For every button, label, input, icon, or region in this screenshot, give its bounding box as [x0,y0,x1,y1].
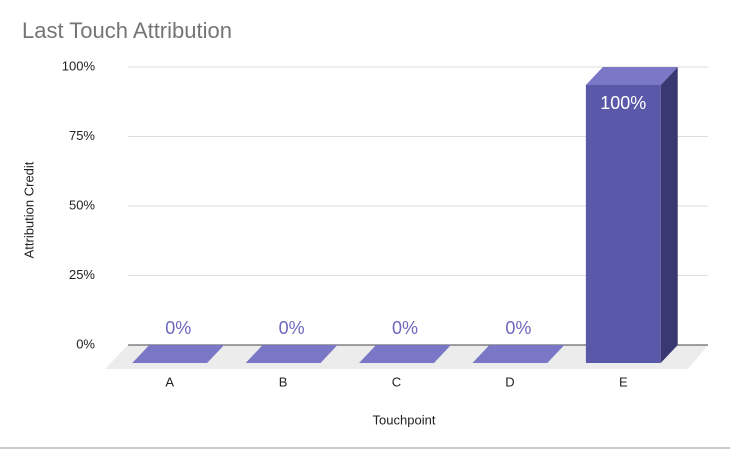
bar-top [585,67,678,85]
y-tick-label: 100% [62,58,96,73]
bar-top [472,345,565,363]
x-tick-label: B [279,374,288,389]
value-label: 0% [279,318,305,338]
y-axis-label: Attribution Credit [21,161,36,258]
y-tick-label: 75% [69,128,95,143]
bar-top [132,345,225,363]
x-tick-label: A [165,374,174,389]
x-tick-label: C [392,374,401,389]
y-tick-label: 0% [76,336,95,351]
x-tick-label: D [505,374,514,389]
chart-title: Last Touch Attribution [22,18,232,43]
value-label: 100% [600,93,646,113]
value-label: 0% [505,318,531,338]
value-label: 0% [165,318,191,338]
value-label: 0% [392,318,418,338]
bar-top [359,345,451,363]
y-tick-label: 25% [69,267,95,282]
x-axis-label: Touchpoint [373,412,436,427]
bar-top [245,345,338,363]
x-tick-label: E [619,374,628,389]
bar-side [660,67,678,363]
bar [585,85,661,363]
y-tick-label: 50% [69,197,95,212]
